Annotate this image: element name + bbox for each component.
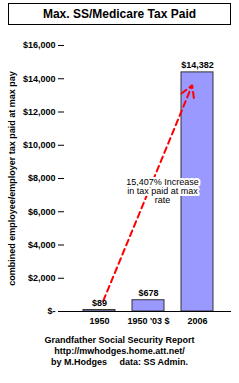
- svg-text:$10,000: $10,000: [23, 140, 56, 150]
- html-text:by M.Hodges data: SS Admin.: by M.Hodges data: SS Admin.: [50, 357, 189, 367]
- svg-text:$8,000: $8,000: [28, 173, 56, 183]
- svg-text:$678: $678: [138, 288, 158, 298]
- svg-text:$4,000: $4,000: [28, 240, 56, 250]
- svg-text:$12,000: $12,000: [23, 107, 56, 117]
- html-text:Max. SS/Medicare Tax Paid: Max. SS/Medicare Tax Paid: [42, 7, 197, 21]
- svg-text:$16,000: $16,000: [23, 40, 56, 50]
- svg-text:1950: 1950: [89, 316, 109, 326]
- svg-text:2006: 2006: [187, 316, 207, 326]
- svg-text:15,407% Increasein tax paid at: 15,407% Increasein tax paid at maxrate: [126, 177, 199, 205]
- svg-text:$14,382: $14,382: [181, 60, 214, 70]
- svg-text:$-: $-: [47, 306, 55, 316]
- svg-text:$2,000: $2,000: [28, 273, 56, 283]
- html-text:http://mwhodges.home.att.net/: http://mwhodges.home.att.net/: [54, 346, 185, 356]
- html-text:Grandfather Social Security Re: Grandfather Social Security Report: [44, 335, 195, 345]
- svg-text:$89: $89: [92, 298, 107, 308]
- svg-text:combined employee/employer tax: combined employee/employer tax paid at m…: [7, 71, 17, 286]
- svg-text:$6,000: $6,000: [28, 207, 56, 217]
- svg-text:$14,000: $14,000: [23, 74, 56, 84]
- svg-text:1950 '03 $: 1950 '03 $: [127, 316, 169, 326]
